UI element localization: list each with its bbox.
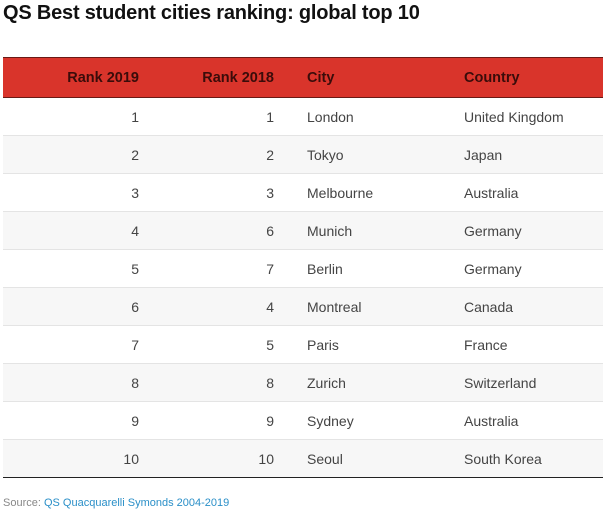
cell-rank-2019: 8: [131, 374, 139, 391]
cell-city: Melbourne: [307, 184, 374, 201]
source-note: Source: QS Quacquarelli Symonds 2004-201…: [3, 497, 229, 509]
cell-country: France: [464, 336, 508, 353]
table-row: 9 9 Sydney Australia: [3, 402, 603, 440]
cell-rank-2018: 3: [266, 184, 274, 201]
table-row: 2 2 Tokyo Japan: [3, 135, 603, 174]
cell-rank-2018: 6: [266, 222, 274, 239]
cell-rank-2019: 1: [131, 108, 139, 125]
cell-city: Montreal: [307, 298, 362, 315]
cell-rank-2018: 5: [266, 336, 274, 353]
column-header-country: Country: [464, 69, 520, 86]
cell-rank-2019: 5: [131, 260, 139, 277]
cell-country: Australia: [464, 412, 519, 429]
cell-city: Seoul: [307, 450, 343, 467]
cell-rank-2019: 7: [131, 336, 139, 353]
column-header-rank-2018: Rank 2018: [202, 69, 274, 86]
chart-title: QS Best student cities ranking: global t…: [3, 2, 420, 24]
source-label: Source:: [3, 497, 41, 509]
cell-rank-2019: 9: [131, 412, 139, 429]
cell-rank-2018: 2: [266, 146, 274, 163]
cell-rank-2019: 3: [131, 184, 139, 201]
table-row: 4 6 Munich Germany: [3, 211, 603, 250]
cell-rank-2018: 1: [266, 108, 274, 125]
column-header-city: City: [307, 69, 335, 86]
cell-city: London: [307, 108, 354, 125]
cell-country: Germany: [464, 260, 522, 277]
table-row: 1 1 London United Kingdom: [3, 98, 603, 136]
cell-country: United Kingdom: [464, 108, 564, 125]
table-header-row: Rank 2019 Rank 2018 City Country: [3, 57, 603, 98]
table-row: 8 8 Zurich Switzerland: [3, 363, 603, 402]
table-row: 3 3 Melbourne Australia: [3, 174, 603, 212]
cell-city: Tokyo: [307, 146, 344, 163]
cell-rank-2018: 7: [266, 260, 274, 277]
cell-rank-2018: 8: [266, 374, 274, 391]
cell-country: Switzerland: [464, 374, 537, 391]
cell-rank-2018: 9: [266, 412, 274, 429]
cell-rank-2019: 2: [131, 146, 139, 163]
cell-city: Munich: [307, 222, 353, 239]
cell-rank-2018: 4: [266, 298, 274, 315]
cell-city: Zurich: [307, 374, 346, 391]
cell-country: Germany: [464, 222, 522, 239]
cell-rank-2018: 10: [258, 450, 274, 467]
table-row: 5 7 Berlin Germany: [3, 250, 603, 288]
column-header-rank-2019: Rank 2019: [67, 69, 139, 86]
cell-country: Australia: [464, 184, 519, 201]
table-row: 6 4 Montreal Canada: [3, 287, 603, 326]
cell-city: Berlin: [307, 260, 343, 277]
cell-rank-2019: 10: [123, 450, 139, 467]
cell-country: Japan: [464, 146, 503, 163]
source-link[interactable]: QS Quacquarelli Symonds 2004-2019: [43, 497, 230, 509]
cell-rank-2019: 4: [131, 222, 139, 239]
cell-city: Paris: [307, 336, 339, 353]
cell-rank-2019: 6: [131, 298, 139, 315]
ranking-table: Rank 2019 Rank 2018 City Country 1 1 Londo…: [3, 57, 603, 478]
cell-country: Canada: [464, 298, 514, 315]
cell-city: Sydney: [307, 412, 354, 429]
cell-country: South Korea: [464, 450, 542, 467]
table-row: 10 10 Seoul South Korea: [3, 439, 603, 478]
table-row: 7 5 Paris France: [3, 326, 603, 364]
